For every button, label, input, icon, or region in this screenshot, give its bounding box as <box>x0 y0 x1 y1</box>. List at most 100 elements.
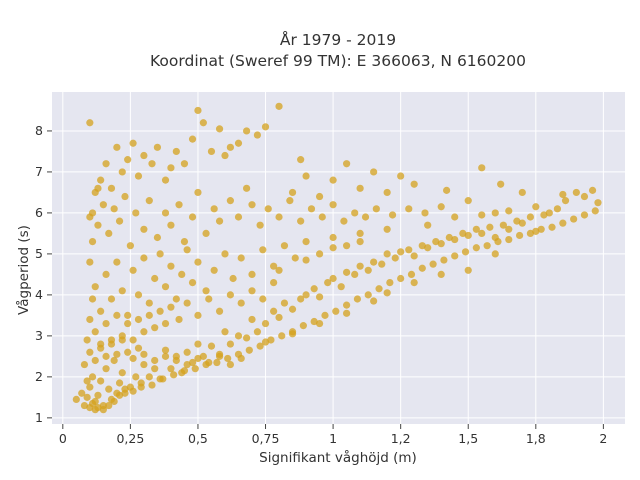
y-tick-label: 2 <box>35 369 43 384</box>
data-point <box>140 360 148 369</box>
data-point <box>151 324 159 332</box>
data-point <box>451 252 459 260</box>
data-point <box>148 160 156 168</box>
data-point <box>161 209 170 217</box>
data-point <box>88 295 97 303</box>
data-point <box>207 342 216 350</box>
data-point <box>118 369 126 377</box>
data-point <box>515 231 524 240</box>
data-point <box>410 180 418 188</box>
data-point <box>234 332 243 340</box>
data-point <box>264 205 272 213</box>
data-point <box>383 188 391 197</box>
data-point <box>259 295 267 303</box>
data-point <box>188 278 197 287</box>
data-point <box>83 377 91 385</box>
data-point <box>215 217 224 225</box>
data-point <box>513 217 521 225</box>
data-point <box>391 254 399 262</box>
data-point <box>494 238 502 246</box>
data-point <box>343 242 351 250</box>
data-point <box>243 127 251 135</box>
data-point <box>140 225 148 233</box>
data-point <box>151 274 159 283</box>
data-point <box>172 295 180 303</box>
data-point <box>383 225 391 233</box>
x-tick-label: 1 <box>329 431 337 446</box>
data-point <box>194 354 202 363</box>
data-point <box>464 266 472 274</box>
data-point <box>132 209 140 217</box>
data-point <box>113 143 121 151</box>
data-point <box>118 287 126 295</box>
data-point <box>86 213 94 221</box>
data-point <box>237 299 245 307</box>
data-point <box>105 401 113 410</box>
data-point <box>288 188 297 197</box>
data-point <box>370 258 378 266</box>
data-point <box>194 106 202 115</box>
data-point <box>226 143 234 151</box>
data-point <box>161 346 170 354</box>
data-point <box>315 250 324 258</box>
data-point <box>256 342 264 350</box>
data-point <box>440 256 448 264</box>
data-point <box>343 301 351 309</box>
data-point <box>459 229 467 238</box>
data-point <box>140 350 148 358</box>
data-point <box>275 102 283 110</box>
data-point <box>372 205 380 213</box>
data-point <box>270 262 278 270</box>
data-point <box>194 188 202 197</box>
data-point <box>115 217 124 225</box>
data-point <box>102 270 110 278</box>
data-point <box>572 188 580 197</box>
data-point <box>288 330 297 338</box>
data-point <box>88 399 97 408</box>
data-point <box>180 160 189 168</box>
data-point <box>221 328 229 336</box>
data-point <box>215 352 224 360</box>
data-point <box>421 209 429 217</box>
data-point <box>297 217 305 225</box>
data-point <box>329 274 337 283</box>
data-point <box>261 338 270 346</box>
data-point <box>94 391 102 399</box>
data-point <box>329 176 337 184</box>
data-point <box>102 352 110 360</box>
data-point <box>72 395 80 404</box>
data-point <box>159 375 167 383</box>
data-point <box>115 379 124 387</box>
data-points <box>72 102 602 414</box>
data-point <box>405 205 413 213</box>
data-point <box>167 303 175 311</box>
data-point <box>321 311 329 319</box>
data-point <box>237 254 245 262</box>
data-point <box>78 389 86 397</box>
data-point <box>505 207 513 215</box>
data-point <box>310 285 318 293</box>
data-point <box>202 360 210 369</box>
data-point <box>94 221 102 229</box>
data-point <box>356 229 364 238</box>
data-point <box>175 315 183 324</box>
data-point <box>91 283 99 291</box>
x-tick-label: 1,2 <box>391 431 411 446</box>
data-point <box>261 123 270 131</box>
data-point <box>245 346 253 354</box>
data-point <box>118 168 126 176</box>
data-point <box>307 205 316 213</box>
y-tick-label: 3 <box>35 328 43 343</box>
data-point <box>148 381 156 389</box>
data-point <box>353 295 362 303</box>
data-point <box>191 365 199 373</box>
data-point <box>105 229 113 238</box>
data-point <box>202 287 210 295</box>
data-point <box>94 184 102 192</box>
data-point <box>248 315 256 324</box>
data-point <box>275 213 283 221</box>
data-point <box>194 340 202 348</box>
data-point <box>107 295 116 303</box>
data-point <box>97 344 105 352</box>
y-tick-label: 6 <box>35 205 43 220</box>
